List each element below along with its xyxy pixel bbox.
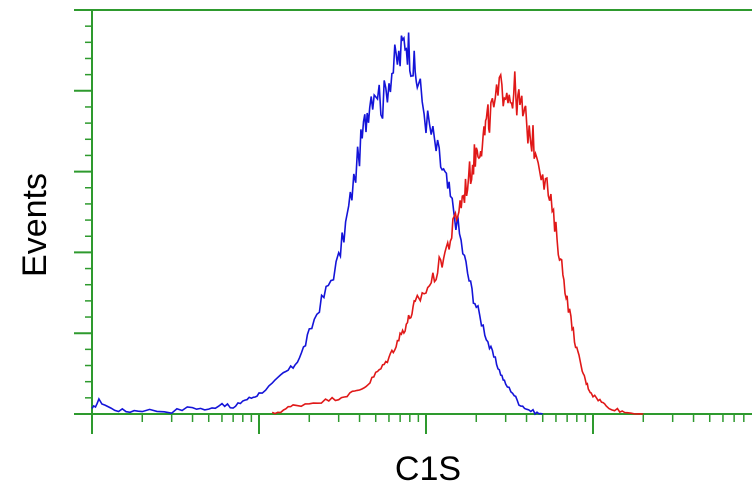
- series-line-1: [91, 32, 543, 416]
- series-line-2: [271, 71, 644, 415]
- y-axis-label: Events: [16, 173, 54, 277]
- series-layer: [91, 32, 644, 416]
- axis-ticks: [74, 9, 745, 434]
- plot-frame: [91, 9, 752, 415]
- x-axis-label: C1S: [395, 450, 461, 488]
